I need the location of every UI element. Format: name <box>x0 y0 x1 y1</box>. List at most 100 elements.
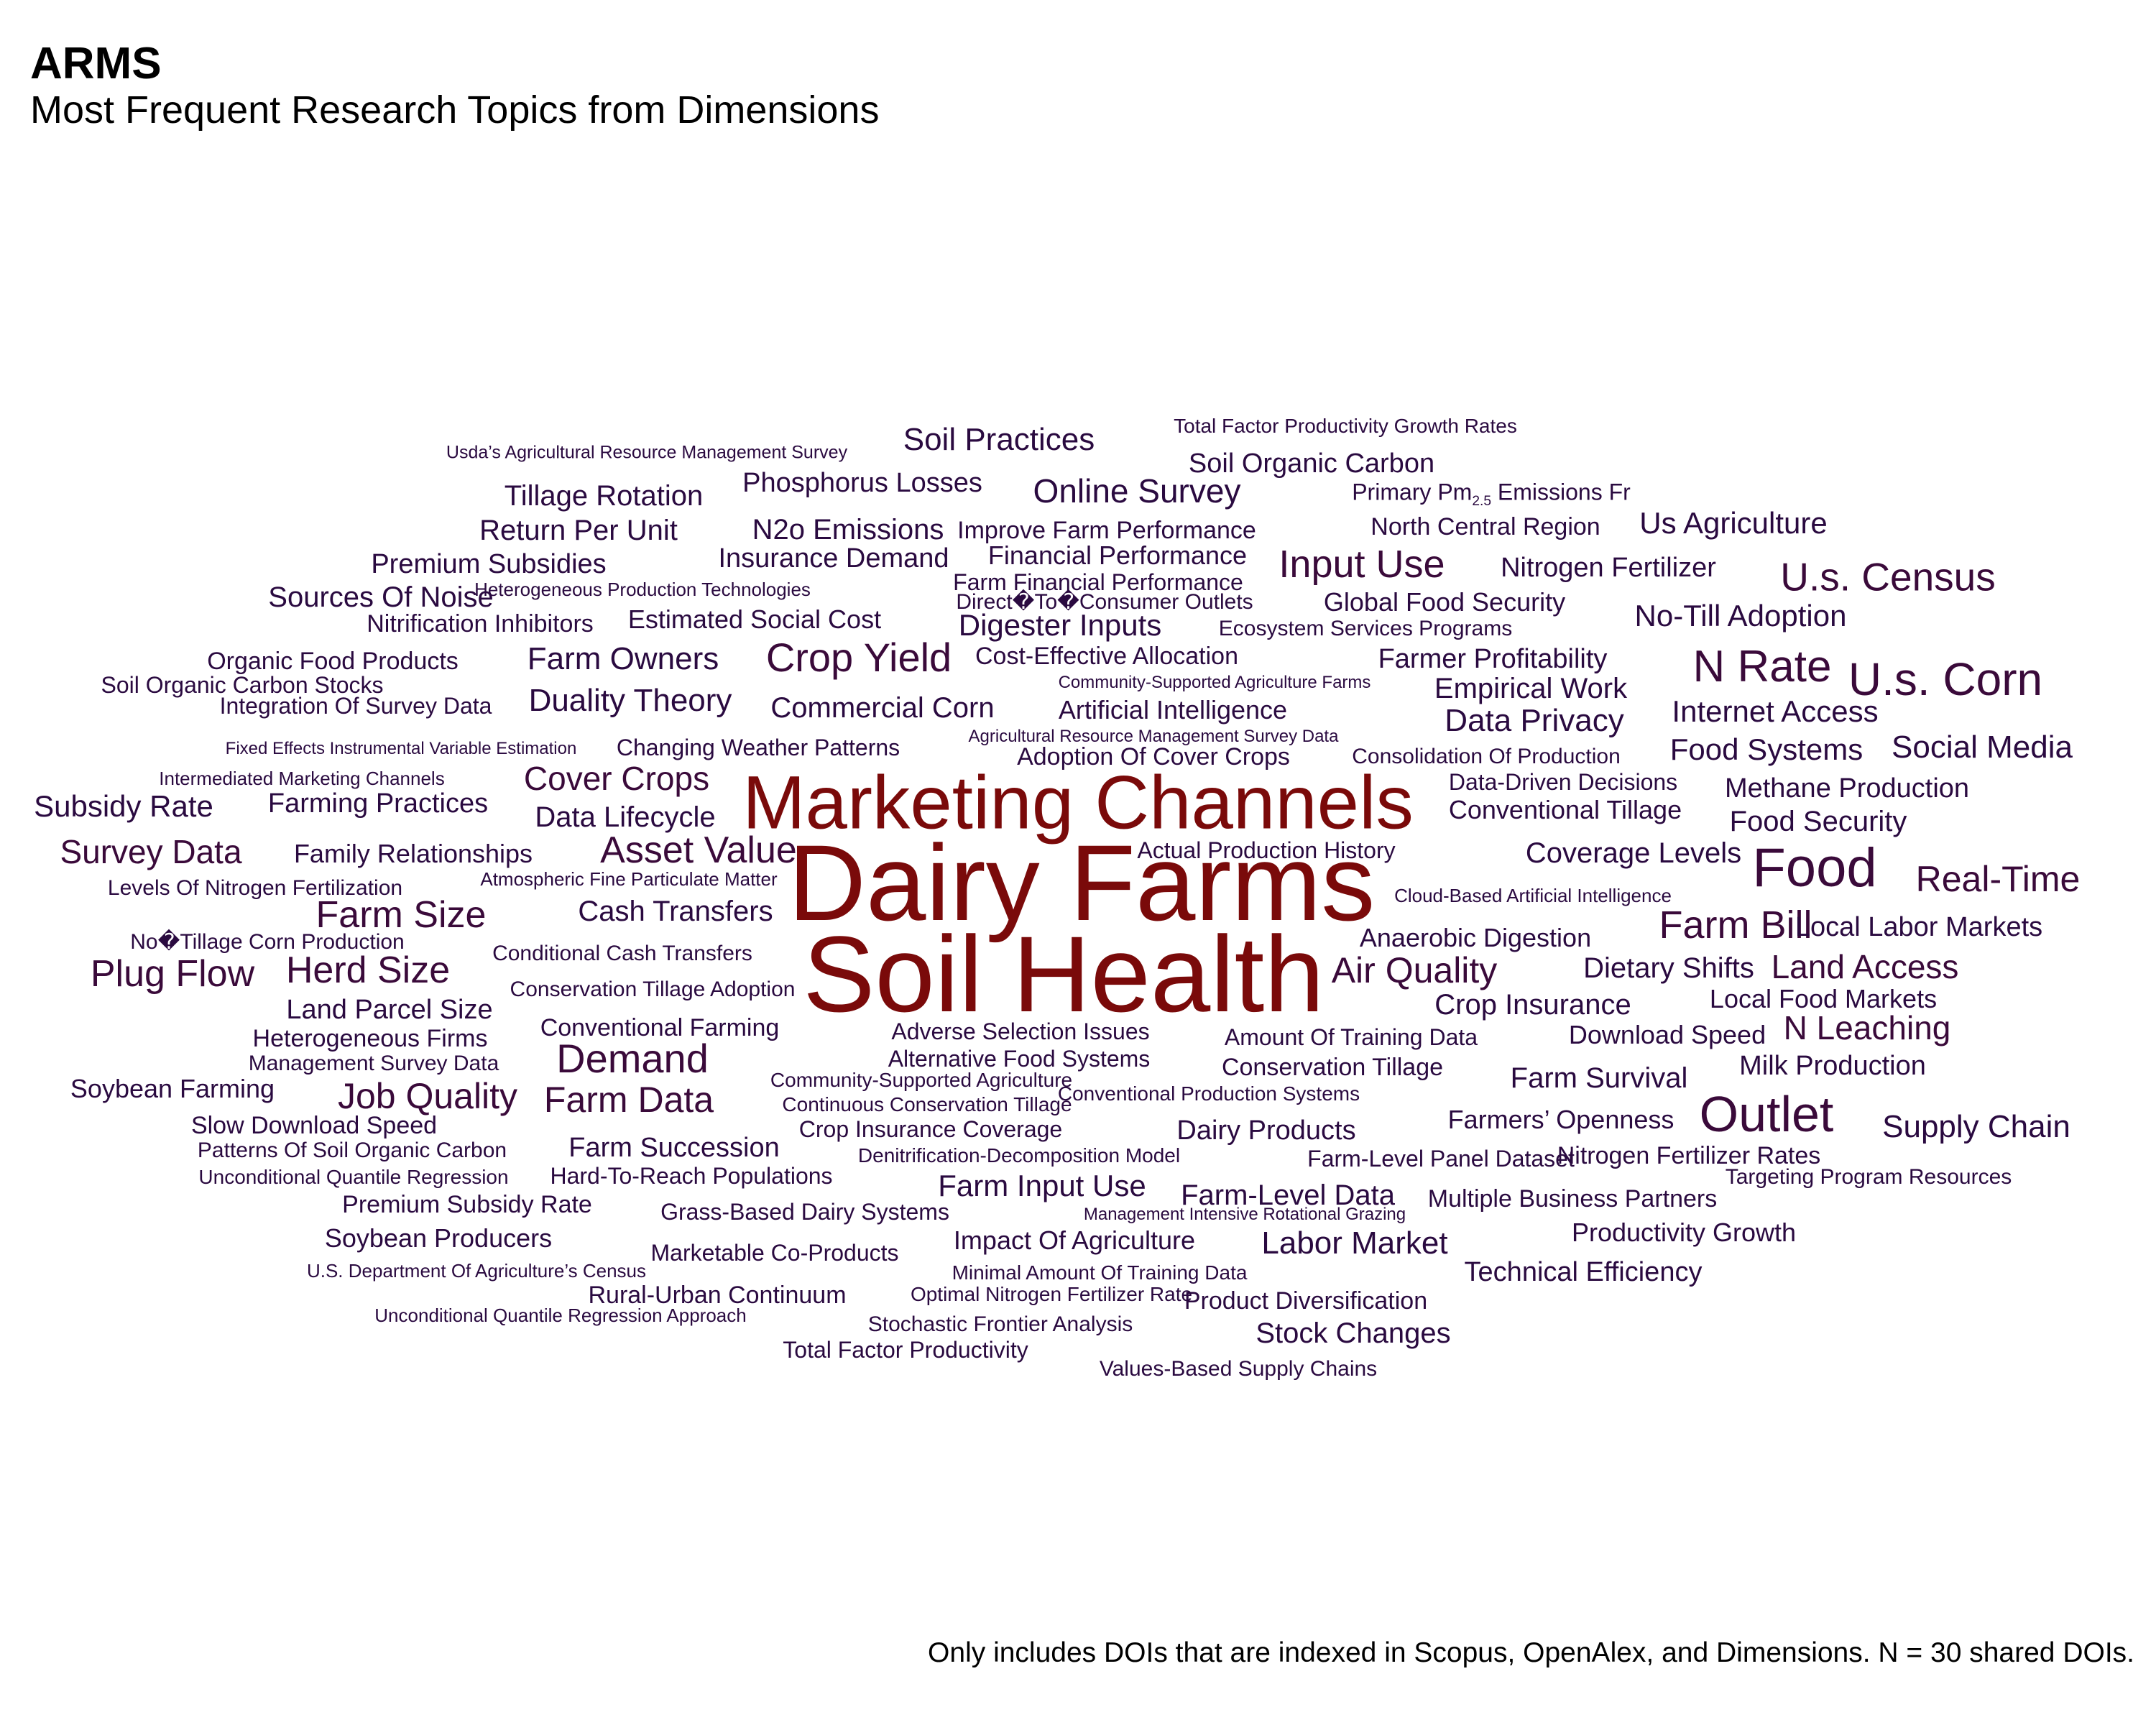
word-usda-s-agricultural-resource-management-survey: Usda’s Agricultural Resource Management … <box>446 442 848 463</box>
word-conservation-tillage: Conservation Tillage <box>1221 1054 1444 1081</box>
word-n2o-emissions: N2o Emissions <box>752 514 944 546</box>
word-adoption-of-cover-crops: Adoption Of Cover Crops <box>1017 743 1290 770</box>
word-technical-efficiency: Technical Efficiency <box>1464 1257 1703 1287</box>
word-local-food-markets: Local Food Markets <box>1709 984 1938 1013</box>
word-crop-insurance: Crop Insurance <box>1434 989 1631 1021</box>
word-real-time: Real-Time <box>1915 859 2081 899</box>
word-rural-urban-continuum: Rural-Urban Continuum <box>588 1282 847 1309</box>
word-food-systems: Food Systems <box>1669 732 1864 766</box>
word-productivity-growth: Productivity Growth <box>1571 1218 1797 1247</box>
word-farm-input-use: Farm Input Use <box>938 1169 1146 1202</box>
caption: Only includes DOIs that are indexed in S… <box>928 1637 2134 1668</box>
word-soybean-producers: Soybean Producers <box>324 1223 553 1253</box>
word-farm-owners: Farm Owners <box>527 641 719 676</box>
word-data-privacy: Data Privacy <box>1445 703 1624 738</box>
word-cash-transfers: Cash Transfers <box>578 896 773 927</box>
word-farmer-profitability: Farmer Profitability <box>1378 644 1608 674</box>
word-heterogeneous-production-technologies: Heterogeneous Production Technologies <box>474 579 811 600</box>
word-artificial-intelligence: Artificial Intelligence <box>1058 695 1288 724</box>
word-total-factor-productivity-growth-rates: Total Factor Productivity Growth Rates <box>1174 415 1517 437</box>
word-unconditional-quantile-regression: Unconditional Quantile Regression <box>198 1166 509 1188</box>
word-supply-chain: Supply Chain <box>1882 1109 2070 1144</box>
word-farm-size: Farm Size <box>315 894 487 936</box>
word-survey-data: Survey Data <box>60 833 242 870</box>
word-multiple-business-partners: Multiple Business Partners <box>1427 1185 1718 1213</box>
word-local-labor-markets: Local Labor Markets <box>1795 912 2043 942</box>
word-patterns-of-soil-organic-carbon: Patterns Of Soil Organic Carbon <box>197 1138 507 1162</box>
word-crop-yield: Crop Yield <box>765 635 952 680</box>
word-farming-practices: Farming Practices <box>267 788 489 819</box>
word-cost-effective-allocation: Cost-Effective Allocation <box>975 643 1238 670</box>
word-data-lifecycle: Data Lifecycle <box>535 801 716 833</box>
word-dietary-shifts: Dietary Shifts <box>1583 952 1754 984</box>
word-changing-weather-patterns: Changing Weather Patterns <box>616 735 900 760</box>
word-product-diversification: Product Diversification <box>1184 1287 1428 1315</box>
word-ecosystem-services-programs: Ecosystem Services Programs <box>1218 617 1513 640</box>
word-grass-based-dairy-systems: Grass-Based Dairy Systems <box>660 1199 949 1225</box>
word-demand: Demand <box>556 1036 709 1081</box>
word-food: Food <box>1752 837 1877 898</box>
word-empirical-work: Empirical Work <box>1434 673 1628 704</box>
word-integration-of-survey-data: Integration Of Survey Data <box>219 693 492 719</box>
word-dairy-farms: Dairy Farms <box>788 822 1376 943</box>
word-heterogeneous-firms: Heterogeneous Firms <box>252 1025 488 1052</box>
word-targeting-program-resources: Targeting Program Resources <box>1725 1165 2012 1189</box>
word-nitrogen-fertilizer-rates: Nitrogen Fertilizer Rates <box>1557 1142 1821 1169</box>
word-land-parcel-size: Land Parcel Size <box>286 995 493 1025</box>
word-marketable-co-products: Marketable Co-Products <box>650 1240 899 1266</box>
word-sources-of-noise: Sources Of Noise <box>268 581 494 613</box>
word-n-rate: N Rate <box>1692 642 1832 691</box>
word-management-intensive-rotational-grazing: Management Intensive Rotational Grazing <box>1083 1205 1406 1224</box>
word-premium-subsidy-rate: Premium Subsidy Rate <box>342 1191 592 1218</box>
word-insurance-demand: Insurance Demand <box>718 543 949 574</box>
word-return-per-unit: Return Per Unit <box>479 515 678 546</box>
word-improve-farm-performance: Improve Farm Performance <box>957 517 1256 544</box>
word-duality-theory: Duality Theory <box>528 683 732 718</box>
word-impact-of-agriculture: Impact Of Agriculture <box>953 1225 1196 1255</box>
word-input-use: Input Use <box>1279 543 1445 586</box>
word-denitrification-decomposition-model: Denitrification-Decomposition Model <box>857 1144 1181 1167</box>
word-unconditional-quantile-regression-approach: Unconditional Quantile Regression Approa… <box>374 1305 747 1326</box>
word-consolidation-of-production: Consolidation Of Production <box>1352 745 1621 768</box>
word-u-s-department-of-agriculture-s-census: U.S. Department Of Agriculture’s Census <box>306 1260 647 1282</box>
word-conventional-production-systems: Conventional Production Systems <box>1057 1082 1360 1105</box>
word-levels-of-nitrogen-fertilization: Levels Of Nitrogen Fertilization <box>107 876 403 900</box>
word-farm-level-data: Farm-Level Data <box>1181 1179 1395 1211</box>
word-values-based-supply-chains: Values-Based Supply Chains <box>1099 1357 1378 1381</box>
word-minimal-amount-of-training-data: Minimal Amount Of Training Data <box>952 1261 1248 1284</box>
word-phosphorus-losses: Phosphorus Losses <box>742 468 982 498</box>
word-conventional-tillage: Conventional Tillage <box>1448 795 1682 824</box>
word-conventional-farming: Conventional Farming <box>540 1014 780 1041</box>
word-global-food-security: Global Food Security <box>1323 587 1566 617</box>
word-family-relationships: Family Relationships <box>293 839 533 868</box>
word-u-s-corn: U.s. Corn <box>1848 653 2043 705</box>
word-hard-to-reach-populations: Hard-To-Reach Populations <box>550 1163 833 1189</box>
word-methane-production: Methane Production <box>1724 773 1970 804</box>
word-community-supported-agriculture-farms: Community-Supported Agriculture Farms <box>1058 673 1371 692</box>
word-soil-health: Soil Health <box>803 914 1325 1034</box>
word-conservation-tillage-adoption: Conservation Tillage Adoption <box>510 978 796 1001</box>
word-coverage-levels: Coverage Levels <box>1525 837 1742 869</box>
word-social-media: Social Media <box>1892 730 2073 765</box>
word-nitrogen-fertilizer: Nitrogen Fertilizer <box>1501 553 1716 583</box>
word-internet-access: Internet Access <box>1672 694 1879 728</box>
word-actual-production-history: Actual Production History <box>1137 837 1396 863</box>
word-nitrification-inhibitors: Nitrification Inhibitors <box>367 610 594 638</box>
page-title: ARMS <box>30 39 162 88</box>
word-us-agriculture: Us Agriculture <box>1639 506 1828 540</box>
word-no-tillage-corn-production: No�Tillage Corn Production <box>130 930 405 954</box>
word-total-factor-productivity: Total Factor Productivity <box>783 1337 1028 1363</box>
word-cloud-based-artificial-intelligence: Cloud-Based Artificial Intelligence <box>1394 885 1672 906</box>
word-milk-production: Milk Production <box>1739 1051 1926 1081</box>
word-farm-succession: Farm Succession <box>568 1133 780 1163</box>
word-farm-data: Farm Data <box>543 1080 714 1120</box>
page-subtitle: Most Frequent Research Topics from Dimen… <box>30 88 880 132</box>
word-data-driven-decisions: Data-Driven Decisions <box>1448 769 1678 795</box>
word-primary-pm2-5-emissions-fr: Primary Pm2.5 Emissions Fr <box>1352 479 1631 510</box>
word-digester-inputs: Digester Inputs <box>958 608 1162 642</box>
word-labor-market: Labor Market <box>1261 1225 1448 1261</box>
word-agricultural-resource-management-survey-data: Agricultural Resource Management Survey … <box>968 727 1339 746</box>
word-farm-financial-performance: Farm Financial Performance <box>953 569 1243 595</box>
word-farm-bill: Farm Bill <box>1659 903 1812 947</box>
